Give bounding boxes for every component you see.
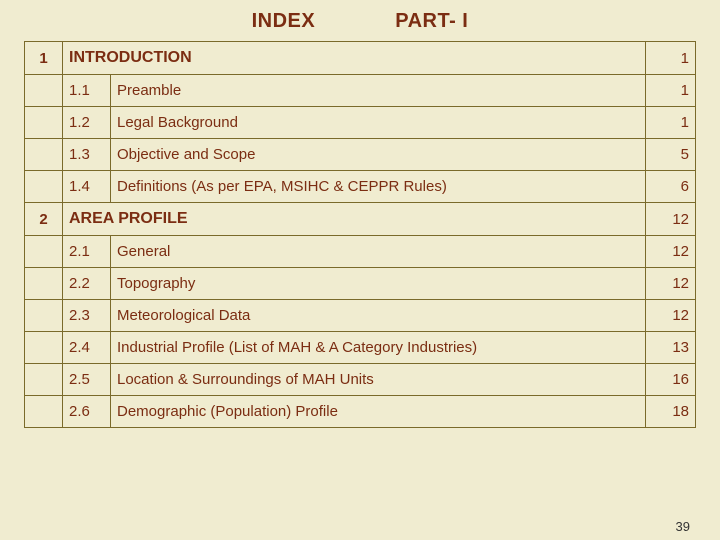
section-title: INTRODUCTION bbox=[63, 42, 646, 75]
item-title: Demographic (Population) Profile bbox=[111, 396, 646, 428]
item-row: 2.4Industrial Profile (List of MAH & A C… bbox=[25, 332, 696, 364]
item-empty bbox=[25, 332, 63, 364]
section-row: 2AREA PROFILE12 bbox=[25, 203, 696, 236]
item-page: 5 bbox=[646, 139, 696, 171]
item-empty bbox=[25, 396, 63, 428]
section-row: 1INTRODUCTION1 bbox=[25, 42, 696, 75]
item-page: 18 bbox=[646, 396, 696, 428]
item-number: 1.1 bbox=[63, 75, 111, 107]
item-page: 12 bbox=[646, 268, 696, 300]
item-page: 6 bbox=[646, 171, 696, 203]
item-number: 1.4 bbox=[63, 171, 111, 203]
item-empty bbox=[25, 107, 63, 139]
index-table-body: 1INTRODUCTION11.1Preamble11.2Legal Backg… bbox=[25, 42, 696, 428]
item-row: 1.1Preamble1 bbox=[25, 75, 696, 107]
item-row: 1.2Legal Background1 bbox=[25, 107, 696, 139]
item-title: Industrial Profile (List of MAH & A Cate… bbox=[111, 332, 646, 364]
item-number: 2.5 bbox=[63, 364, 111, 396]
section-number: 2 bbox=[25, 203, 63, 236]
section-page: 12 bbox=[646, 203, 696, 236]
item-title: Legal Background bbox=[111, 107, 646, 139]
item-title: Preamble bbox=[111, 75, 646, 107]
item-number: 2.4 bbox=[63, 332, 111, 364]
item-row: 1.4Definitions (As per EPA, MSIHC & CEPP… bbox=[25, 171, 696, 203]
item-title: General bbox=[111, 236, 646, 268]
item-number: 1.2 bbox=[63, 107, 111, 139]
item-row: 2.1General12 bbox=[25, 236, 696, 268]
item-page: 16 bbox=[646, 364, 696, 396]
item-row: 2.3Meteorological Data12 bbox=[25, 300, 696, 332]
item-empty bbox=[25, 300, 63, 332]
index-table: 1INTRODUCTION11.1Preamble11.2Legal Backg… bbox=[24, 41, 696, 428]
item-empty bbox=[25, 364, 63, 396]
item-title: Topography bbox=[111, 268, 646, 300]
item-number: 1.3 bbox=[63, 139, 111, 171]
page-header: INDEX PART- I bbox=[24, 6, 696, 41]
item-number: 2.3 bbox=[63, 300, 111, 332]
header-part: PART- I bbox=[395, 10, 468, 33]
section-number: 1 bbox=[25, 42, 63, 75]
item-title: Meteorological Data bbox=[111, 300, 646, 332]
section-page: 1 bbox=[646, 42, 696, 75]
item-title: Objective and Scope bbox=[111, 139, 646, 171]
item-page: 12 bbox=[646, 236, 696, 268]
item-page: 13 bbox=[646, 332, 696, 364]
item-title: Definitions (As per EPA, MSIHC & CEPPR R… bbox=[111, 171, 646, 203]
item-number: 2.6 bbox=[63, 396, 111, 428]
section-title: AREA PROFILE bbox=[63, 203, 646, 236]
item-empty bbox=[25, 139, 63, 171]
item-page: 1 bbox=[646, 75, 696, 107]
item-row: 1.3Objective and Scope5 bbox=[25, 139, 696, 171]
slide-number: 39 bbox=[676, 519, 690, 534]
item-empty bbox=[25, 268, 63, 300]
header-index: INDEX bbox=[252, 10, 316, 33]
index-page: INDEX PART- I 1INTRODUCTION11.1Preamble1… bbox=[0, 0, 720, 540]
item-empty bbox=[25, 75, 63, 107]
item-page: 1 bbox=[646, 107, 696, 139]
item-title: Location & Surroundings of MAH Units bbox=[111, 364, 646, 396]
item-empty bbox=[25, 236, 63, 268]
item-number: 2.1 bbox=[63, 236, 111, 268]
item-row: 2.2Topography12 bbox=[25, 268, 696, 300]
item-row: 2.6Demographic (Population) Profile18 bbox=[25, 396, 696, 428]
item-page: 12 bbox=[646, 300, 696, 332]
item-row: 2.5Location & Surroundings of MAH Units1… bbox=[25, 364, 696, 396]
item-empty bbox=[25, 171, 63, 203]
item-number: 2.2 bbox=[63, 268, 111, 300]
